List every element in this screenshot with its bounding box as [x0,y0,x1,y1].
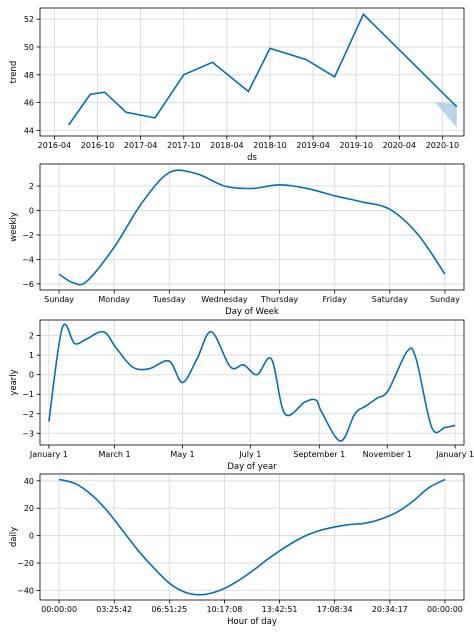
x-tick-label: 06:51:25 [151,605,187,614]
x-tick-label: Monday [98,295,130,304]
y-tick-label: −40 [17,586,34,595]
series-line-daily [58,478,446,596]
y-tick-label: −3 [22,429,34,438]
y-tick-label: 20 [24,504,34,513]
x-tick-label: Tuesday [152,295,186,304]
y-tick-label: −20 [17,559,34,568]
x-tick-label: January 1 [435,450,474,459]
y-tick-label: 0 [29,206,34,215]
y-tick-label: −1 [22,390,34,399]
x-axis-label: ds [247,153,257,163]
y-tick-label: 0 [29,532,34,541]
y-tick-label: 1 [29,351,34,360]
x-tick-label: Sunday [430,295,460,304]
y-tick-label: −4 [22,255,34,264]
y-axis-label: trend [9,61,19,84]
x-tick-label: 2017-04 [124,141,157,150]
x-tick-label: Friday [323,295,348,304]
series-line-trend [68,12,458,126]
x-tick-label: 2019-04 [296,141,329,150]
x-tick-label: Thursday [260,295,298,304]
chart-panel-1: 2016-04 2016-10 2017-04 2017-10 2018-04 2018-… [9,7,465,163]
axes-frame [39,7,465,137]
y-tick-label: 0 [29,371,34,380]
x-tick-label: 2017-10 [167,141,200,150]
uncertainty-band [435,102,457,128]
x-tick-label: 2016-10 [81,141,114,150]
x-tick-label: 2018-10 [253,141,286,150]
x-tick-label: March 1 [99,450,131,459]
y-tick-label: 44 [24,126,34,135]
x-tick-label: 03:25:42 [96,605,132,614]
chart-panel-2: Sunday Monday Tuesday Wednesday Thursday Frid… [9,163,465,317]
x-tick-label: 20:34:17 [372,605,408,614]
x-tick-label: 2020-04 [383,141,416,150]
y-axis-label: daily [9,527,19,547]
x-tick-label: 2019-10 [339,141,372,150]
y-tick-label: −2 [22,410,34,419]
x-tick-label: Saturday [372,295,408,304]
y-tick-label: 2 [29,332,34,341]
chart-panel-4: 00:00:00 03:25:42 06:51:25 10:17:08 13:42:51… [9,473,465,627]
y-tick-label: −6 [22,280,34,289]
x-tick-label: 2018-04 [210,141,243,150]
x-tick-label: January 1 [29,450,68,459]
y-axis-label: weekly [9,212,19,242]
series-line-yearly [48,323,456,442]
x-tick-label: 2016-04 [38,141,71,150]
y-tick-label: 46 [24,99,34,108]
y-tick-label: 50 [24,43,34,52]
y-tick-label: 40 [24,477,34,486]
y-tick-label: −2 [22,231,34,240]
x-tick-label: 2020-10 [426,141,459,150]
x-tick-label: July 1 [238,450,261,459]
x-tick-label: May 1 [170,450,194,459]
x-tick-label: November 1 [363,450,412,459]
y-tick-label: 2 [29,182,34,191]
x-tick-label: 17:08:34 [317,605,353,614]
axes-frame [39,319,465,446]
x-tick-label: 10:17:08 [206,605,242,614]
x-tick-label: Sunday [44,295,74,304]
x-tick-label: 13:42:51 [262,605,298,614]
x-tick-label: Wednesday [201,295,248,304]
x-tick-label: 00:00:00 [427,605,463,614]
x-tick-label: 00:00:00 [41,605,77,614]
y-axis-label: yearly [9,369,19,395]
axes-frame [39,163,465,291]
x-tick-label: September 1 [293,450,345,459]
chart-panel-3: January 1 March 1 May 1 July 1 September 1 No… [9,319,474,472]
axes-frame [39,473,465,601]
series-line-weekly [58,169,446,286]
y-tick-label: 48 [24,71,34,80]
x-axis-label: Day of year [227,462,277,472]
y-tick-label: 52 [24,15,34,24]
x-axis-label: Day of Week [225,307,279,317]
x-axis-label: Hour of day [227,617,277,627]
